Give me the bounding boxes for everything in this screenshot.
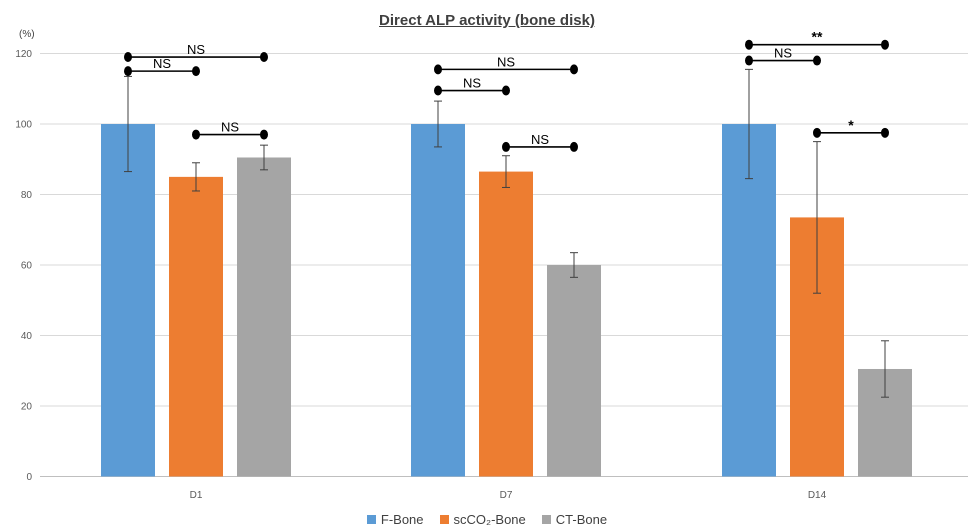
significance-endpoint	[745, 39, 753, 50]
significance-endpoint	[502, 85, 510, 96]
significance-endpoint	[881, 127, 889, 138]
bar	[479, 171, 533, 477]
y-tick-label: 0	[26, 472, 32, 483]
chart-title: Direct ALP activity (bone disk)	[379, 12, 595, 29]
legend-item-scco2-bone: scCO₂-Bone	[439, 512, 526, 527]
significance-label: NS	[774, 46, 792, 61]
significance-label: NS	[531, 132, 549, 147]
y-axis-unit-label: (%)	[19, 29, 35, 40]
significance-annotations: NS NS NS NS NS NS ** NS *	[124, 29, 889, 152]
y-tick-label: 80	[21, 190, 33, 201]
bar	[101, 124, 155, 477]
significance-label: NS	[497, 54, 515, 69]
legend-swatch	[439, 515, 449, 524]
significance-endpoint	[192, 129, 200, 140]
x-axis-ticks: D1 D7 D14	[190, 490, 827, 501]
legend-item-ct-bone: CT-Bone	[541, 512, 608, 527]
x-tick-label: D1	[190, 490, 203, 501]
legend-label: CT-Bone	[555, 512, 608, 527]
significance-endpoint	[813, 55, 821, 66]
significance-label: NS	[463, 76, 481, 91]
y-tick-label: 40	[21, 331, 33, 342]
significance-endpoint	[260, 129, 268, 140]
error-bars	[124, 68, 889, 398]
significance-endpoint	[813, 127, 821, 138]
significance-endpoint	[570, 64, 578, 75]
significance-endpoint	[124, 52, 132, 63]
significance-endpoint	[260, 52, 268, 63]
significance-endpoint	[434, 64, 442, 75]
legend-swatch	[366, 515, 376, 524]
x-tick-label: D7	[500, 490, 513, 501]
bar	[169, 176, 223, 477]
significance-endpoint	[570, 141, 578, 152]
legend-item-f-bone: F-Bone	[366, 512, 424, 527]
bar	[722, 124, 776, 477]
bar	[411, 124, 465, 477]
significance-label: **	[812, 29, 823, 45]
significance-endpoint	[745, 55, 753, 66]
significance-endpoint	[502, 141, 510, 152]
y-tick-label: 20	[21, 402, 33, 413]
significance-label: NS	[153, 56, 171, 71]
significance-label: NS	[187, 42, 205, 57]
y-axis-ticks: 0 20 40 60 80 100 120	[15, 49, 32, 483]
legend: F-Bone scCO₂-Bone CT-Bone	[0, 512, 974, 527]
significance-label: NS	[221, 120, 239, 135]
significance-endpoint	[124, 66, 132, 77]
significance-endpoint	[434, 85, 442, 96]
significance-endpoint	[881, 39, 889, 50]
significance-endpoint	[192, 66, 200, 77]
y-tick-label: 60	[21, 261, 33, 272]
bar	[547, 265, 601, 477]
y-tick-label: 120	[15, 49, 32, 60]
bar	[237, 157, 291, 477]
y-tick-label: 100	[15, 120, 32, 131]
legend-label: F-Bone	[380, 512, 424, 527]
x-tick-label: D14	[808, 490, 827, 501]
significance-label: *	[848, 117, 854, 133]
bars	[101, 124, 912, 477]
legend-label: scCO₂-Bone	[453, 512, 526, 527]
legend-swatch	[541, 515, 551, 524]
